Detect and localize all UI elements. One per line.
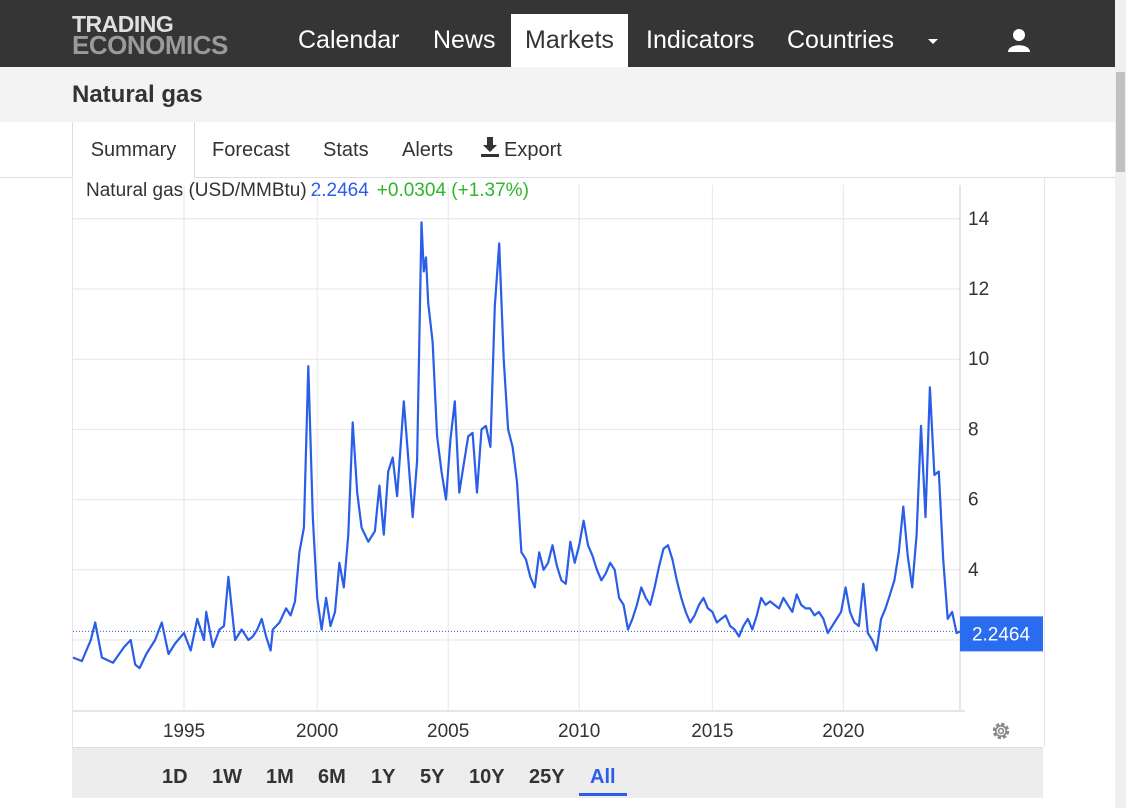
scrollbar-thumb[interactable] [1116, 72, 1125, 172]
nav-calendar[interactable]: Calendar [298, 26, 400, 54]
range-selector: 1D 1W 1M 6M 1Y 5Y 10Y 25Y All [72, 747, 1043, 798]
title-bar: Natural gas [0, 67, 1115, 123]
range-25y[interactable]: 25Y [529, 766, 565, 788]
nav-markets[interactable]: Markets [511, 14, 628, 67]
logo[interactable]: TRADING ECONOMICS [72, 11, 247, 60]
tab-stats[interactable]: Stats [323, 139, 369, 161]
range-1y[interactable]: 1Y [371, 766, 396, 788]
logo-line-1: TRADING [72, 11, 174, 37]
chart-legend: Natural gas (USD/MMBtu) 2.2464 +0.0304 (+1… [86, 180, 529, 202]
tab-alerts[interactable]: Alerts [402, 139, 454, 161]
range-1m[interactable]: 1M [266, 766, 294, 788]
legend-series-name: Natural gas (USD/MMBtu) [86, 180, 307, 201]
nav-indicators[interactable]: Indicators [646, 26, 755, 54]
tab-export[interactable]: Export [480, 122, 562, 177]
range-1d[interactable]: 1D [162, 766, 188, 788]
tab-summary[interactable]: Summary [72, 122, 195, 178]
range-5y[interactable]: 5Y [420, 766, 445, 788]
top-nav-bar: TRADING ECONOMICS Calendar News Markets … [0, 0, 1115, 67]
chart-panel [72, 177, 1045, 747]
page-title: Natural gas [72, 81, 203, 108]
legend-last-value: 2.2464 [310, 180, 369, 201]
nav-news[interactable]: News [433, 26, 496, 54]
tab-bar: Summary Forecast Stats Alerts Export [0, 122, 1115, 178]
download-icon [481, 137, 499, 157]
nav-countries[interactable]: Countries [787, 26, 894, 54]
chevron-down-icon[interactable] [928, 39, 938, 44]
range-10y[interactable]: 10Y [469, 766, 505, 788]
scrollbar[interactable] [1115, 0, 1126, 808]
tab-forecast[interactable]: Forecast [212, 139, 290, 161]
range-6m[interactable]: 6M [318, 766, 346, 788]
legend-change: +0.0304 (+1.37%) [376, 180, 529, 201]
user-icon[interactable] [1005, 28, 1033, 52]
range-1w[interactable]: 1W [212, 766, 242, 788]
range-all[interactable]: All [579, 766, 627, 796]
settings-gear-icon[interactable] [989, 719, 1013, 743]
logo-line-2: ECONOMICS [72, 30, 228, 60]
tab-export-label: Export [504, 139, 562, 161]
